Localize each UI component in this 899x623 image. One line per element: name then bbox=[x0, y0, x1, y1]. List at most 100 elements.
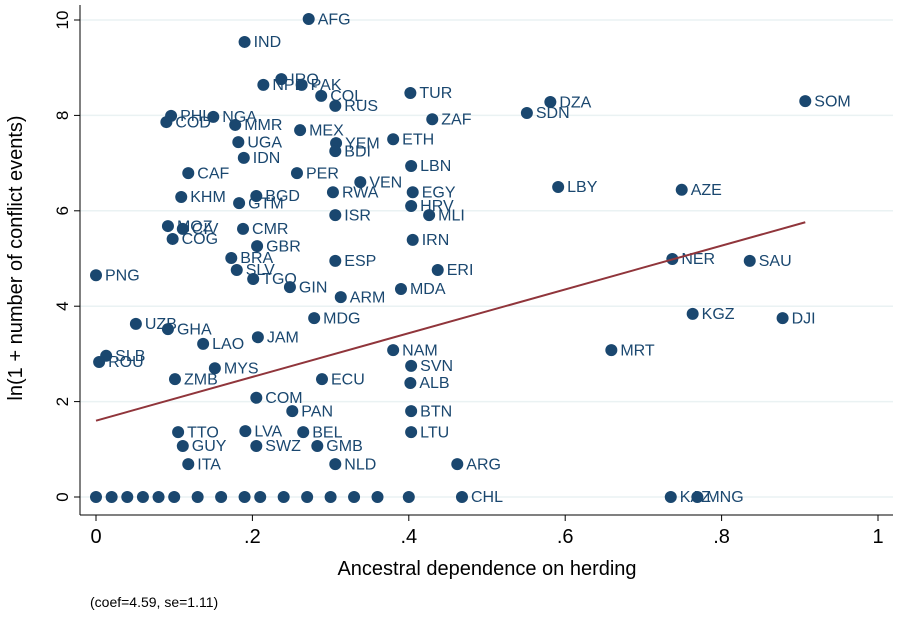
y-tick-label: 2 bbox=[53, 397, 72, 406]
y-axis-label: ln(1 + number of conflict events) bbox=[5, 115, 27, 400]
point bbox=[191, 491, 204, 503]
point-label: VEN bbox=[369, 174, 402, 191]
point bbox=[237, 151, 250, 164]
point bbox=[605, 344, 618, 357]
point-label: MYS bbox=[224, 360, 259, 377]
point-label: MDA bbox=[410, 281, 446, 298]
point bbox=[686, 307, 699, 320]
point bbox=[237, 222, 250, 235]
x-tick-label: .6 bbox=[557, 526, 574, 548]
point bbox=[520, 107, 533, 120]
point bbox=[451, 458, 464, 471]
point-label: YEM bbox=[345, 135, 380, 152]
point bbox=[324, 491, 337, 503]
point bbox=[329, 254, 342, 267]
point bbox=[308, 312, 321, 325]
point bbox=[294, 124, 307, 137]
point-label: NLD bbox=[344, 456, 376, 473]
point bbox=[799, 95, 812, 108]
point bbox=[405, 405, 418, 418]
point-label: IRN bbox=[422, 232, 450, 249]
point bbox=[404, 86, 417, 99]
point-label: MDG bbox=[323, 310, 360, 327]
y-tick-label: 6 bbox=[53, 206, 72, 215]
point-label: ESP bbox=[344, 253, 376, 270]
point-label: COG bbox=[182, 231, 218, 248]
point-label: NAM bbox=[402, 342, 438, 359]
point-label: LBN bbox=[420, 158, 451, 175]
point-label: ERI bbox=[447, 262, 474, 279]
point-label: DJI bbox=[792, 310, 816, 327]
point-label: SWZ bbox=[265, 438, 301, 455]
point-label: BEL bbox=[312, 424, 342, 441]
point-label: BRA bbox=[240, 250, 273, 267]
x-tick-label: .8 bbox=[713, 526, 730, 548]
point bbox=[301, 491, 314, 503]
point bbox=[431, 263, 444, 276]
point bbox=[776, 312, 789, 325]
point-label: PHL bbox=[180, 108, 211, 125]
point-label: CIV bbox=[192, 221, 219, 238]
point-label: ZAF bbox=[441, 111, 471, 128]
point bbox=[121, 491, 134, 503]
point-label: ISR bbox=[344, 207, 371, 224]
point bbox=[250, 391, 263, 404]
point bbox=[329, 99, 342, 112]
point bbox=[286, 405, 299, 418]
point-label: CHL bbox=[471, 489, 503, 506]
point-label: COM bbox=[265, 390, 302, 407]
point bbox=[90, 491, 102, 503]
point bbox=[295, 78, 308, 91]
point bbox=[406, 186, 419, 199]
point-label: LTU bbox=[420, 424, 449, 441]
point bbox=[283, 281, 296, 294]
point bbox=[136, 491, 149, 503]
point bbox=[257, 78, 270, 91]
point bbox=[208, 362, 221, 375]
point bbox=[544, 96, 557, 109]
y-tick-label: 4 bbox=[53, 301, 72, 310]
point bbox=[329, 145, 342, 158]
point bbox=[215, 491, 228, 503]
point bbox=[197, 337, 210, 350]
point-label: EGY bbox=[422, 184, 456, 201]
point bbox=[254, 491, 267, 503]
point bbox=[250, 190, 263, 203]
y-tick-label: 0 bbox=[53, 492, 72, 501]
point bbox=[247, 273, 260, 286]
point bbox=[161, 323, 174, 336]
point-label: RWA bbox=[342, 184, 379, 201]
x-tick-label: 1 bbox=[872, 526, 883, 548]
point bbox=[105, 491, 118, 503]
point bbox=[311, 439, 324, 452]
point-label: NPL bbox=[272, 77, 303, 94]
point-label: MLI bbox=[438, 207, 465, 224]
point bbox=[229, 118, 242, 131]
point-label: RUS bbox=[344, 98, 378, 115]
point-label: ETH bbox=[402, 131, 434, 148]
point bbox=[371, 491, 384, 503]
point bbox=[334, 291, 347, 304]
point-label: COD bbox=[175, 114, 211, 131]
point-label: AZE bbox=[691, 182, 722, 199]
point bbox=[93, 356, 106, 369]
point bbox=[402, 491, 415, 503]
x-tick-label: .4 bbox=[400, 526, 417, 548]
point bbox=[426, 113, 439, 126]
point bbox=[238, 35, 251, 48]
point-label: PER bbox=[306, 165, 339, 182]
point bbox=[297, 426, 310, 439]
point-label: GTM bbox=[248, 195, 284, 212]
point bbox=[315, 89, 328, 102]
point bbox=[238, 491, 251, 503]
point-label: ARM bbox=[350, 289, 386, 306]
point-label: SDN bbox=[536, 105, 570, 122]
point bbox=[387, 133, 400, 146]
point bbox=[182, 167, 195, 180]
point bbox=[250, 439, 263, 452]
x-axis-label: Ancestral dependence on herding bbox=[337, 558, 636, 580]
point-label: ITA bbox=[197, 456, 221, 473]
point bbox=[176, 439, 189, 452]
point-label: SAU bbox=[759, 253, 792, 270]
